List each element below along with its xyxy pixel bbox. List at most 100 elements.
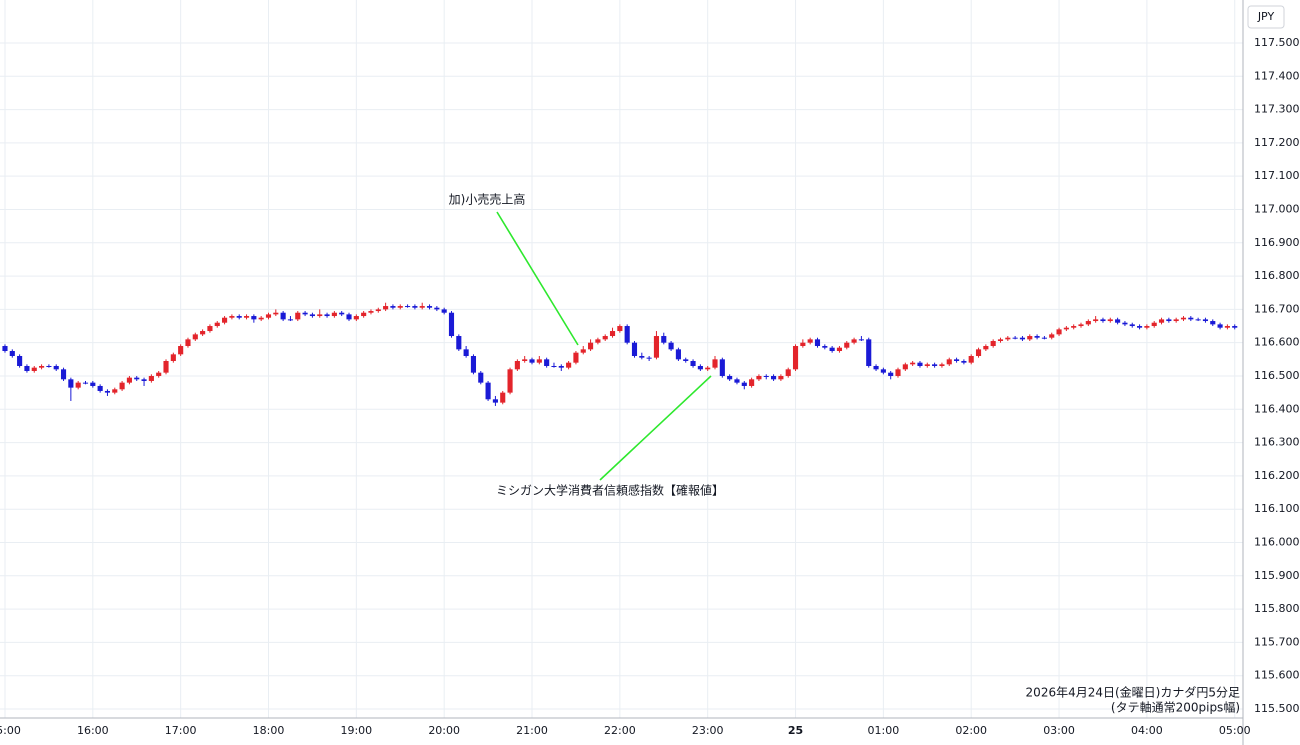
candle-body: [1107, 319, 1113, 322]
y-tick-label: 116.400: [1254, 402, 1300, 415]
y-tick-label: 116.600: [1254, 336, 1300, 349]
candle-body: [1093, 319, 1099, 322]
candle-body: [705, 367, 711, 370]
candle-body: [975, 349, 982, 357]
candle-body: [229, 316, 235, 318]
candle-body: [873, 365, 879, 370]
candle-body: [287, 319, 294, 321]
candle-body: [353, 316, 359, 320]
candle-body: [573, 352, 579, 363]
y-tick-label: 117.500: [1254, 36, 1300, 49]
candle-body: [1180, 317, 1187, 320]
candle-body: [317, 314, 323, 317]
y-tick-label: 115.700: [1254, 635, 1300, 648]
y-tick-label: 116.000: [1254, 535, 1300, 548]
candle-body: [756, 375, 762, 380]
candle-body: [156, 372, 162, 376]
annotation: ミシガン大学消費者信頼感指数【確報値】: [496, 483, 724, 498]
candle-body: [1012, 337, 1018, 339]
candle-body: [544, 359, 550, 366]
candle-body: [990, 341, 996, 347]
candle-body: [346, 314, 352, 320]
candle-body: [426, 306, 433, 308]
candle-body: [939, 364, 945, 366]
candle-body: [858, 339, 864, 341]
candle-body: [617, 326, 623, 332]
candle-body: [851, 339, 857, 343]
x-tick-label: 17:00: [165, 724, 197, 737]
candle-body: [514, 360, 520, 370]
x-tick-label: 22:00: [604, 724, 636, 737]
candle-body: [200, 331, 206, 335]
candle-body: [53, 365, 59, 370]
x-tick-label: 02:00: [955, 724, 987, 737]
candle-body: [697, 365, 703, 370]
candle-body: [631, 342, 638, 357]
candle-body: [932, 364, 938, 366]
axes: 115.500 115.600 115.700 115.800 115.900 116.0…: [0, 36, 1300, 737]
candle-body: [485, 382, 491, 400]
y-tick-label: 117.000: [1254, 202, 1300, 215]
candle-body: [119, 382, 125, 390]
candle-body: [1217, 324, 1223, 328]
candle-body: [536, 359, 542, 363]
candle-body: [148, 375, 154, 381]
candle-body: [492, 399, 498, 403]
candle-body: [500, 392, 506, 403]
candle-body: [1115, 319, 1121, 323]
candle-body: [258, 317, 264, 320]
candle-body: [1232, 326, 1238, 328]
candle-body: [273, 312, 279, 315]
candle-body: [295, 312, 301, 320]
x-tick-label: 16:00: [77, 724, 109, 737]
candle-body: [624, 326, 630, 343]
candle-body: [185, 339, 191, 347]
currency-label: JPY: [1257, 10, 1275, 23]
candle-body: [924, 364, 930, 366]
candle-body: [60, 369, 67, 380]
candle-body: [39, 365, 45, 368]
candle-body: [112, 389, 118, 393]
candle-body: [1137, 326, 1143, 328]
candle-body: [522, 359, 528, 361]
x-tick-label: 03:00: [1043, 724, 1075, 737]
x-tick-label: 01:00: [868, 724, 900, 737]
candle-body: [588, 342, 594, 350]
candle-body: [1129, 324, 1135, 327]
candle-body: [75, 382, 81, 388]
candle-body: [653, 336, 660, 358]
candle-body: [668, 342, 674, 350]
x-tick-label: 18:00: [253, 724, 285, 737]
candle-body: [595, 339, 601, 343]
candle-body: [1005, 337, 1011, 340]
currency-box: [1247, 5, 1285, 29]
x-tick-label: 05:00: [1219, 724, 1251, 737]
candle-body: [829, 347, 835, 352]
candle-body: [1041, 337, 1047, 339]
x-tick-label: 21:00: [516, 724, 548, 737]
y-tick-label: 117.200: [1254, 136, 1300, 149]
candle-body: [134, 377, 140, 380]
candle-body: [602, 336, 608, 340]
candle-body: [566, 362, 572, 368]
candle-body: [785, 369, 791, 376]
candle-body: [214, 322, 220, 327]
candle-body: [434, 307, 440, 310]
candle-body: [280, 312, 286, 320]
candle-body: [917, 362, 923, 366]
candle-body: [46, 365, 52, 367]
candle-body: [9, 351, 15, 357]
candle-body: [207, 326, 213, 332]
candle-body: [683, 359, 689, 361]
annotation: 加)小売売上高: [449, 192, 526, 207]
candle-body: [580, 349, 586, 353]
candle-body: [1144, 326, 1150, 328]
candle-body: [712, 359, 718, 368]
candle-body: [1071, 326, 1077, 328]
candle-body: [126, 377, 132, 383]
candle-body: [339, 312, 345, 315]
candle-body: [866, 339, 872, 366]
candle-body: [222, 317, 228, 323]
candle-body: [1122, 322, 1128, 325]
candle-body: [727, 375, 733, 380]
